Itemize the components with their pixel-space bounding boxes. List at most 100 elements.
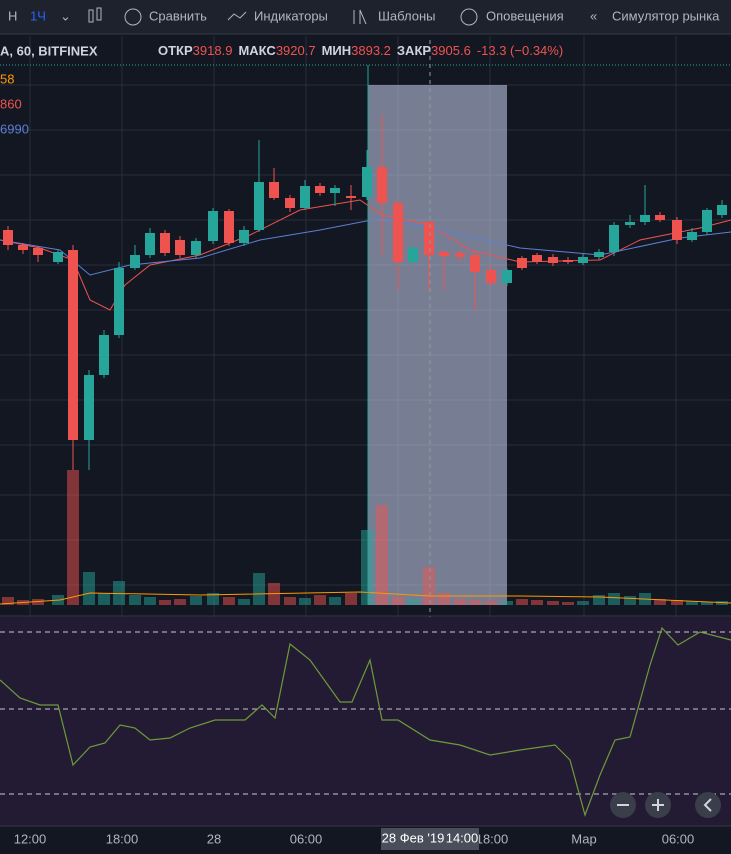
candle-body: [68, 250, 78, 440]
volume-bar: [438, 593, 450, 605]
replay[interactable]: Симулятор рынка: [612, 8, 720, 23]
ma-label: 6990: [0, 121, 29, 136]
candle-body: [239, 230, 249, 243]
zoom-in-icon: [652, 799, 664, 811]
volume-bar: [345, 593, 357, 605]
candle-body: [145, 233, 155, 255]
compare[interactable]: Сравнить: [149, 8, 207, 23]
symbol: А, 60, BITFINEX: [0, 43, 98, 58]
candle-body: [300, 186, 310, 208]
time-label: Мар: [571, 831, 596, 846]
volume-bar: [113, 581, 125, 605]
price-marks: [0, 115, 731, 605]
volume-bar: [516, 599, 528, 605]
volume-bar: [376, 505, 388, 605]
candle-body: [455, 253, 465, 257]
high: 3920.7: [276, 43, 316, 58]
ma-label: 58: [0, 71, 14, 86]
candle-body: [486, 270, 496, 283]
templates-icon[interactable]: [353, 9, 367, 25]
candle-body: [470, 255, 480, 272]
candle-body: [578, 257, 588, 263]
volume-bar: [144, 597, 156, 605]
oscillator-line: [0, 626, 731, 817]
candle-body: [99, 335, 109, 375]
low-label: МИН: [322, 43, 352, 58]
candle-body: [702, 210, 712, 232]
candle-body: [517, 258, 527, 268]
time-label: 06:00: [290, 831, 323, 846]
candle-body: [33, 248, 43, 255]
indicators-icon[interactable]: [227, 11, 247, 21]
time-label: 06:00: [662, 831, 695, 846]
open: 3918.9: [193, 43, 233, 58]
time-label: 18:00: [106, 831, 139, 846]
volume-bar: [223, 597, 235, 605]
candle-icon[interactable]: [88, 7, 102, 23]
templates[interactable]: Шаблоны: [378, 8, 436, 23]
candle-body: [687, 232, 697, 240]
volume-bar: [190, 596, 202, 605]
candle-body: [330, 188, 340, 193]
candle-body: [502, 270, 512, 283]
volume-bar: [329, 597, 341, 605]
moving-average: [0, 591, 731, 605]
volume-bar: [2, 597, 14, 605]
volume-bar: [671, 600, 683, 605]
legend: ОТКР3918.9 МАКС3920.7 МИН3893.2 ЗАКР3905.6-…: [158, 43, 563, 58]
ma-label: 860: [0, 96, 22, 111]
volume-bar: [423, 567, 435, 605]
indicator-pane: [0, 617, 731, 826]
volume-bar: [686, 601, 698, 605]
candle-body: [84, 375, 94, 440]
candle-body: [315, 186, 325, 193]
candle-body: [377, 167, 387, 203]
replay-icon[interactable]: «: [590, 8, 597, 23]
candle-body: [114, 268, 124, 335]
crosshair-hour: 14:00: [446, 830, 479, 845]
interval[interactable]: 1Ч: [30, 8, 46, 23]
dropdown[interactable]: ⌄: [60, 8, 71, 23]
candle-body: [224, 211, 234, 243]
time-label: 18:00: [476, 831, 509, 846]
indicators[interactable]: Индикаторы: [254, 8, 328, 23]
candle-body: [191, 241, 201, 255]
compare-icon[interactable]: [124, 8, 142, 26]
candle-body: [717, 205, 727, 215]
candle-body: [3, 230, 13, 245]
candle-body: [160, 233, 170, 253]
moving-average: [0, 199, 731, 311]
scroll-back[interactable]: [695, 792, 721, 818]
candle-body: [285, 198, 295, 208]
volume-bar: [469, 600, 481, 605]
volume-bar: [562, 602, 574, 605]
candle-body: [408, 248, 418, 262]
volume-bar: [207, 593, 219, 605]
volume-bar: [531, 600, 543, 605]
candle-body: [672, 220, 682, 240]
volume-bar: [577, 601, 589, 605]
volume-bar: [407, 599, 419, 605]
candle-body: [175, 240, 185, 255]
change: -13.3 (−0.34%): [477, 43, 563, 58]
volume-bar: [299, 598, 311, 605]
volume-bar: [392, 597, 404, 605]
candle-body: [640, 215, 650, 222]
close-label: ЗАКР: [397, 43, 431, 58]
toolbar: [0, 0, 731, 34]
candle-body: [393, 203, 403, 262]
volume-bar: [454, 599, 466, 605]
crosshair-time: [381, 828, 479, 850]
volume-bar: [129, 595, 141, 605]
volume-bar: [83, 572, 95, 605]
alerts-icon[interactable]: [460, 8, 478, 26]
open-label: ОТКР: [158, 43, 193, 58]
time-label: 28: [207, 831, 221, 846]
time-axis: [0, 826, 731, 854]
volume-bar: [361, 530, 373, 605]
symbol-hint[interactable]: Н: [8, 8, 17, 23]
candle-body: [362, 167, 372, 197]
candle-body: [424, 222, 434, 255]
volume-bar: [159, 600, 171, 605]
alerts[interactable]: Оповещения: [486, 8, 564, 23]
